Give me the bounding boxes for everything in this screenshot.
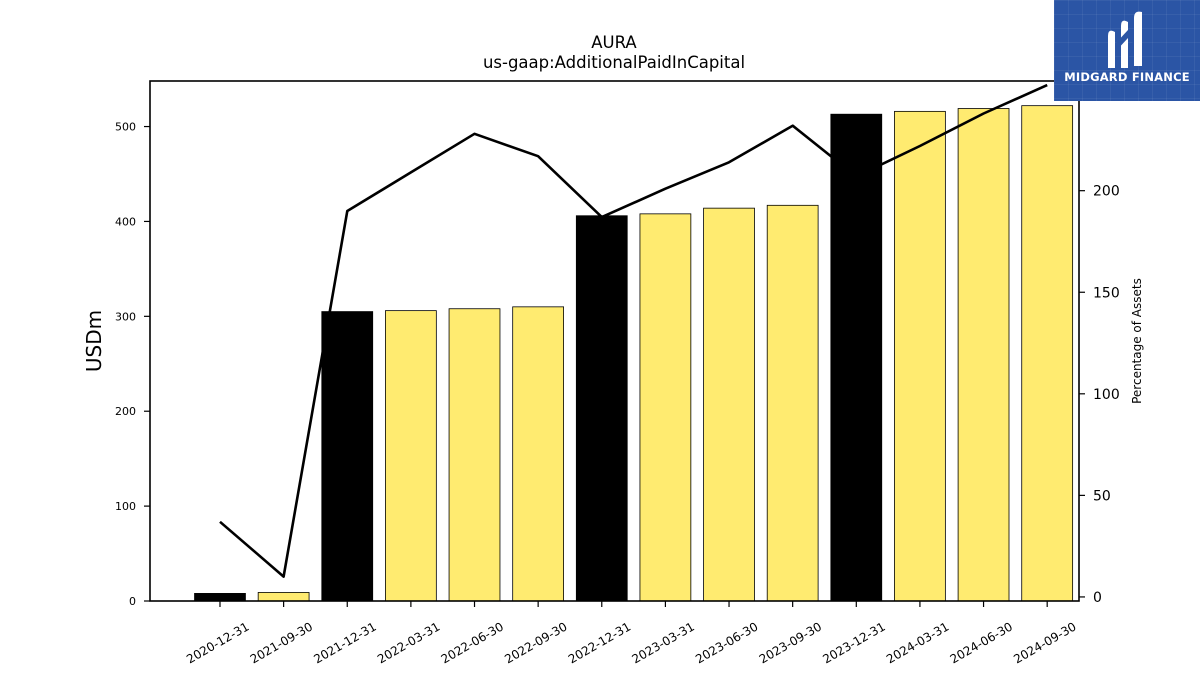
y2-tick-label: 100: [1093, 387, 1120, 403]
bar-2024-03-31: [894, 110, 946, 602]
bar-2022-06-30: [448, 308, 501, 602]
bar-2021-12-31: [321, 311, 374, 602]
bar-2024-06-30: [957, 108, 1010, 602]
bar-2022-09-30: [512, 306, 564, 602]
plot-area: 01002003004005000501001502002020-12-3120…: [115, 80, 1120, 666]
y-tick-label: 0: [129, 595, 136, 608]
x-tick-label-2022-03-31: 2022-03-31: [375, 619, 442, 666]
bar-2023-03-31: [639, 213, 692, 602]
midgard-finance-logo: MIDGARD FINANCE: [1054, 0, 1200, 101]
x-tick-label-2024-03-31: 2024-03-31: [884, 619, 951, 666]
y2-tick-label: 200: [1093, 184, 1120, 200]
bar-2023-12-31: [830, 113, 883, 602]
bar-2023-09-30: [766, 204, 819, 602]
y2-tick-label: 0: [1093, 590, 1102, 606]
y-axis-label: USDm: [82, 310, 106, 372]
x-tick-label-2023-03-31: 2023-03-31: [629, 619, 696, 666]
y-tick-label: 400: [115, 215, 136, 228]
bar-2022-03-31: [385, 310, 437, 602]
x-tick-label-2021-12-31: 2021-12-31: [311, 619, 378, 666]
x-tick-label-2022-09-30: 2022-09-30: [502, 619, 569, 666]
chart-title: AURA: [591, 33, 637, 52]
midgard-logo-icon: [1108, 11, 1142, 69]
x-tick-label-2023-09-30: 2023-09-30: [757, 619, 824, 666]
y2-tick-label: 50: [1093, 488, 1111, 504]
bar-2024-09-30: [1021, 105, 1074, 602]
y2-tick-label: 150: [1093, 285, 1120, 301]
x-tick-label-2023-06-30: 2023-06-30: [693, 619, 760, 666]
x-tick-label-2020-12-31: 2020-12-31: [184, 619, 251, 666]
percentage-of-assets-line: [219, 83, 1048, 578]
y2-axis-label: Percentage of Assets: [1130, 278, 1144, 404]
x-tick-label-2022-06-30: 2022-06-30: [439, 619, 506, 666]
x-tick-label-2023-12-31: 2023-12-31: [820, 619, 887, 666]
bar-2021-09-30: [257, 592, 310, 602]
bar-2022-12-31: [575, 215, 628, 602]
y-tick-label: 200: [115, 405, 136, 418]
logo-text: MIDGARD FINANCE: [1064, 70, 1190, 84]
x-tick-label-2024-06-30: 2024-06-30: [948, 619, 1015, 666]
y-tick-label: 100: [115, 500, 136, 513]
x-tick-label-2024-09-30: 2024-09-30: [1011, 619, 1078, 666]
y-tick-label: 500: [115, 121, 136, 134]
plot-frame: [149, 80, 1080, 602]
bar-2023-06-30: [703, 207, 755, 602]
chart-subtitle: us-gaap:AdditionalPaidInCapital: [483, 53, 745, 72]
x-tick-label-2021-09-30: 2021-09-30: [248, 619, 315, 666]
x-tick-label-2022-12-31: 2022-12-31: [566, 619, 633, 666]
bar-2020-12-31: [194, 593, 246, 602]
y-tick-label: 300: [115, 310, 136, 323]
